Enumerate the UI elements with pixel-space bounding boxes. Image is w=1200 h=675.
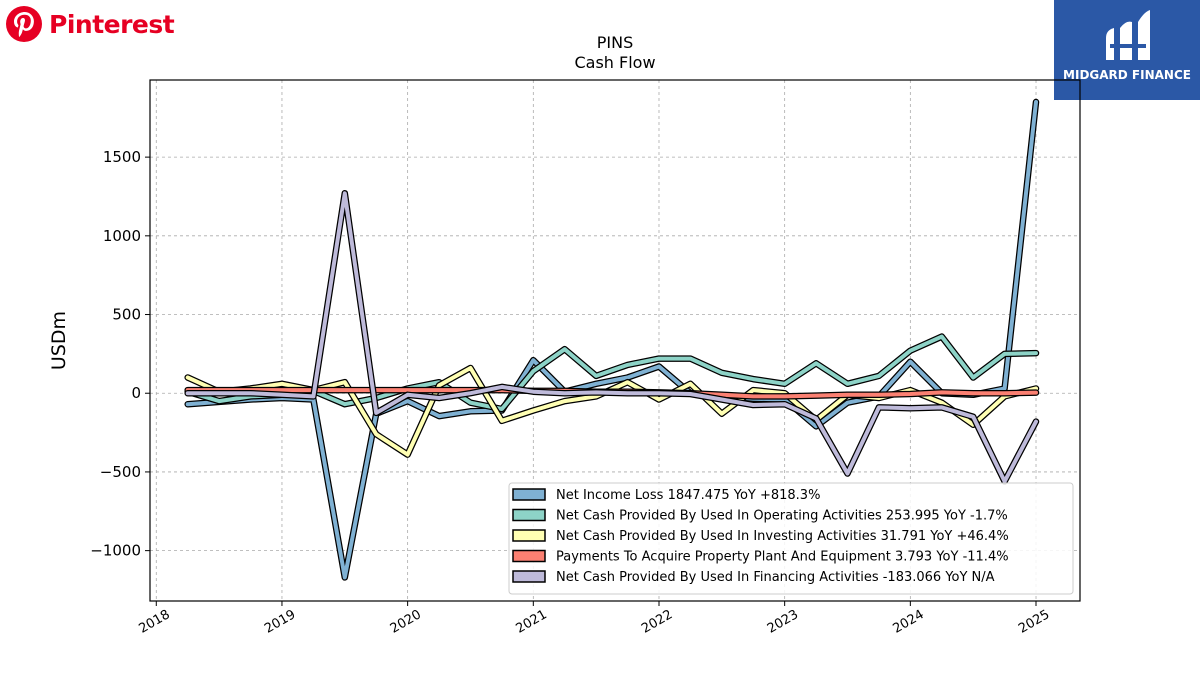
plot-frame: [149, 79, 1081, 602]
x-tick-label: 2020: [388, 607, 424, 637]
y-tick-label: 1000: [103, 227, 141, 245]
chart-title: PINS: [597, 33, 634, 52]
x-tick-label: 2023: [765, 607, 801, 637]
legend-swatch-4: [512, 570, 546, 583]
chart-subtitle: Cash Flow: [574, 53, 655, 72]
legend-swatch-0: [512, 488, 546, 501]
legend-label-3: Payments To Acquire Property Plant And E…: [556, 550, 1009, 565]
y-axis: −1000 −500 0 500 1000 1500: [90, 148, 150, 560]
legend-box: [508, 482, 1074, 595]
legend-swatch-1: [512, 508, 546, 522]
watermark-text: MIDGARD FINANCE: [1063, 68, 1191, 82]
legend-label-4: Net Cash Provided By Used In Financing A…: [556, 570, 995, 585]
series-line-1: [185, 334, 1038, 411]
y-tick-label: 500: [112, 306, 141, 324]
y-tick-label: 0: [131, 384, 141, 402]
x-axis: 2018 2019 2020 2021 2022 2023 2024 2025: [136, 601, 1052, 637]
x-tick-label: 2021: [513, 607, 549, 637]
x-tick-label: 2022: [639, 607, 675, 637]
x-tick-label: 2024: [891, 607, 927, 637]
series-lines: [184, 98, 1040, 581]
series-outline-4: [184, 190, 1040, 485]
series-line-0: [185, 100, 1038, 580]
y-tick-label: 1500: [103, 148, 141, 166]
y-axis-label: USDm: [48, 311, 70, 370]
y-tick-label: −500: [100, 463, 141, 481]
legend-swatch-2: [512, 529, 546, 542]
series-line-4: [185, 191, 1038, 484]
legend-swatch-3: [512, 549, 546, 563]
x-tick-label: 2025: [1016, 607, 1052, 637]
brand-logo: Pinterest: [5, 5, 175, 43]
legend-label-0: Net Income Loss 1847.475 YoY +818.3%: [556, 488, 820, 503]
brand-name: Pinterest: [49, 9, 175, 39]
midgard-mark-icon: [1106, 10, 1150, 61]
legend-label-1: Net Cash Provided By Used In Operating A…: [556, 509, 1008, 524]
midgard-finance-logo: MIDGARD FINANCE: [1054, 0, 1200, 100]
x-tick-label: 2018: [136, 607, 172, 637]
legend-label-2: Net Cash Provided By Used In Investing A…: [556, 529, 1009, 544]
x-tick-label: 2019: [262, 607, 298, 637]
pinterest-icon: [6, 6, 42, 42]
legend: Net Income Loss 1847.475 YoY +818.3% Net …: [508, 482, 1074, 595]
y-tick-label: −1000: [90, 542, 141, 560]
